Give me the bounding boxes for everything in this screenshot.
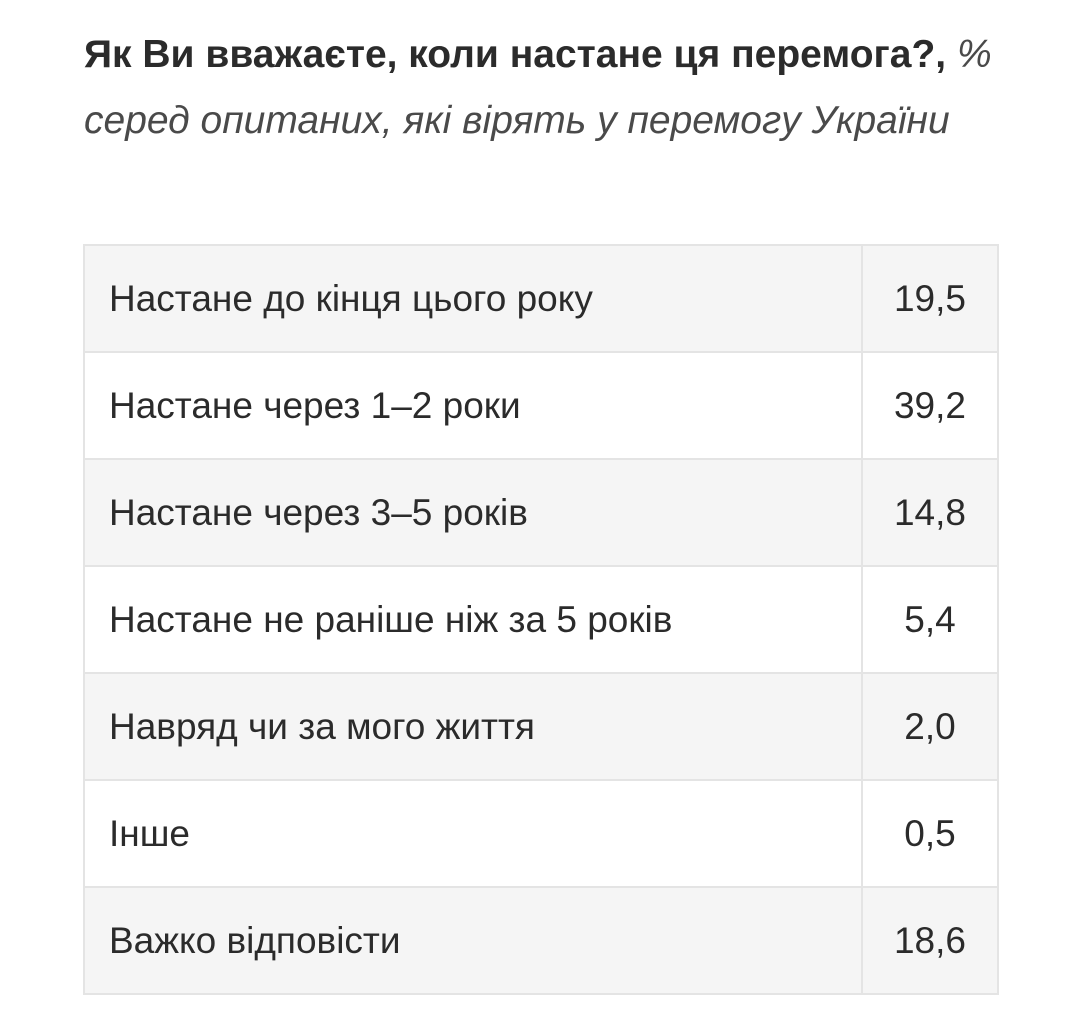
survey-question: Як Ви вважаєте, коли настане ця перемога… [84,33,947,76]
table-row: Навряд чи за мого життя 2,0 [83,672,999,781]
row-value: 14,8 [861,458,999,567]
row-label: Інше [83,779,863,888]
row-value: 19,5 [861,244,999,353]
results-table: Настане до кінця цього року 19,5 Настане… [83,244,999,995]
table-row: Настане через 3–5 років 14,8 [83,458,999,567]
row-value: 5,4 [861,565,999,674]
row-value: 0,5 [861,779,999,888]
row-label: Настане через 1–2 роки [83,351,863,460]
table-row: Інше 0,5 [83,779,999,888]
row-label: Навряд чи за мого життя [83,672,863,781]
table-row: Настане через 1–2 роки 39,2 [83,351,999,460]
row-value: 2,0 [861,672,999,781]
survey-heading: Як Ви вважаєте, коли настане ця перемога… [84,22,1004,154]
row-value: 18,6 [861,886,999,995]
table-row: Настане до кінця цього року 19,5 [83,244,999,353]
row-label: Настане через 3–5 років [83,458,863,567]
row-label: Важко відповісти [83,886,863,995]
table-row: Настане не раніше ніж за 5 років 5,4 [83,565,999,674]
table-row: Важко відповісти 18,6 [83,886,999,995]
row-label: Настане до кінця цього року [83,244,863,353]
row-value: 39,2 [861,351,999,460]
survey-subtitle: % серед опитаних, які вірять у перемогу … [84,33,992,142]
row-label: Настане не раніше ніж за 5 років [83,565,863,674]
